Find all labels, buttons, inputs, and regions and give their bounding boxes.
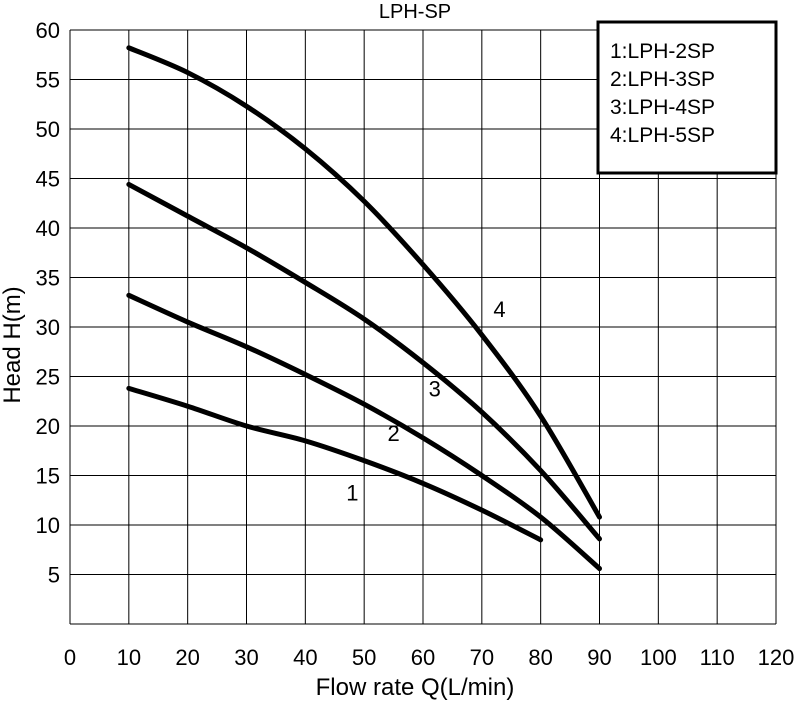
legend-entry: 1:LPH-2SP	[610, 40, 715, 63]
x-tick-label: 30	[234, 645, 258, 670]
curve-labels: 1 2 3 4	[346, 297, 505, 505]
y-tick-label: 5	[48, 563, 60, 588]
y-tick-label: 15	[36, 464, 60, 489]
curve-label-1: 1	[346, 480, 358, 505]
legend-entry: 3:LPH-4SP	[610, 96, 715, 119]
legend-entry: 2:LPH-3SP	[610, 68, 715, 91]
x-tick-label: 60	[411, 645, 435, 670]
y-tick-label: 45	[36, 167, 60, 192]
x-tick-label: 110	[700, 645, 735, 670]
y-tick-label: 10	[36, 513, 60, 538]
x-tick-label: 10	[117, 645, 141, 670]
chart-title: LPH-SP	[379, 1, 451, 23]
legend-box	[596, 20, 778, 175]
series-line-2	[126, 292, 602, 572]
x-tick-label: 70	[470, 645, 494, 670]
curve-label-2: 2	[387, 421, 399, 446]
y-tick-label: 25	[36, 365, 60, 390]
y-tick-labels: 5 10 15 20 25 30 35 40 45 50 55 60	[36, 18, 60, 588]
x-tick-label: 0	[64, 645, 76, 670]
y-tick-label: 60	[36, 18, 60, 43]
y-tick-label: 30	[36, 315, 60, 340]
x-tick-labels: 0 10 20 30 40 50 60 70 80 90 100 110 120	[64, 645, 794, 670]
x-axis-title: Flow rate Q(L/min)	[316, 674, 515, 701]
curve-label-4: 4	[493, 297, 505, 322]
x-tick-label: 20	[175, 645, 199, 670]
x-tick-label: 90	[587, 645, 611, 670]
x-tick-label: 50	[352, 645, 376, 670]
series-group	[126, 45, 602, 572]
curve-label-3: 3	[429, 376, 441, 401]
y-tick-label: 35	[36, 266, 60, 291]
y-tick-label: 55	[36, 68, 60, 93]
x-tick-label: 40	[293, 645, 317, 670]
y-axis-title: Head H(m)	[0, 286, 26, 403]
y-tick-label: 20	[36, 414, 60, 439]
series-line-3	[126, 181, 602, 542]
x-tick-label: 100	[640, 645, 677, 670]
y-tick-label: 50	[36, 117, 60, 142]
y-tick-label: 40	[36, 216, 60, 241]
legend: 1:LPH-2SP 2:LPH-3SP 3:LPH-4SP 4:LPH-5SP	[596, 20, 778, 175]
series-line-4	[126, 45, 602, 520]
x-tick-label: 120	[758, 645, 795, 670]
x-tick-label: 80	[528, 645, 552, 670]
legend-entry: 4:LPH-5SP	[610, 124, 715, 147]
series-line-1	[126, 385, 544, 543]
